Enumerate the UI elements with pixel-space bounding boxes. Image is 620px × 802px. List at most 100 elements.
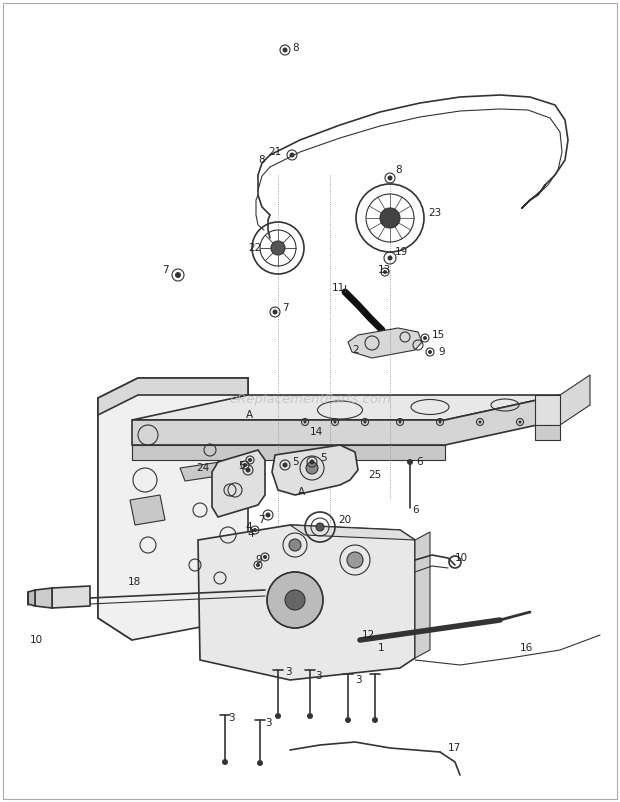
Circle shape <box>316 523 324 531</box>
Circle shape <box>334 420 337 423</box>
Text: 14: 14 <box>310 427 323 437</box>
Circle shape <box>304 420 306 423</box>
Circle shape <box>407 459 413 465</box>
Polygon shape <box>35 588 52 608</box>
Text: 2: 2 <box>352 345 358 355</box>
Polygon shape <box>535 425 560 440</box>
Circle shape <box>345 717 351 723</box>
Text: A: A <box>298 487 305 497</box>
Text: 9: 9 <box>255 555 262 565</box>
Circle shape <box>283 47 288 52</box>
Text: 22: 22 <box>248 243 261 253</box>
Circle shape <box>306 462 318 474</box>
Polygon shape <box>415 532 430 658</box>
Text: 3: 3 <box>355 675 361 685</box>
Circle shape <box>388 176 392 180</box>
Text: 20: 20 <box>338 515 351 525</box>
Text: 8: 8 <box>292 43 299 53</box>
Text: 6: 6 <box>412 505 418 515</box>
Polygon shape <box>303 600 318 606</box>
Text: 16: 16 <box>520 643 533 653</box>
Polygon shape <box>301 590 317 597</box>
Polygon shape <box>98 378 248 415</box>
Text: A: A <box>246 410 253 420</box>
Circle shape <box>479 420 482 423</box>
Polygon shape <box>28 590 35 606</box>
Polygon shape <box>290 525 415 540</box>
Polygon shape <box>280 581 290 595</box>
Circle shape <box>307 713 313 719</box>
Circle shape <box>275 713 281 719</box>
Text: 3: 3 <box>228 713 234 723</box>
Polygon shape <box>132 445 445 460</box>
Text: 5: 5 <box>292 457 299 467</box>
Polygon shape <box>282 608 293 620</box>
Polygon shape <box>52 586 90 608</box>
Polygon shape <box>132 395 560 445</box>
Text: 10: 10 <box>30 635 43 645</box>
Circle shape <box>399 420 402 423</box>
Polygon shape <box>301 605 311 618</box>
Text: 12: 12 <box>362 630 375 640</box>
Text: 21: 21 <box>268 147 281 157</box>
Text: eReplacementParts.com: eReplacementParts.com <box>229 394 391 407</box>
Text: 15: 15 <box>432 330 445 340</box>
Text: 25: 25 <box>368 470 381 480</box>
Circle shape <box>222 759 228 765</box>
Circle shape <box>267 572 323 628</box>
Polygon shape <box>132 395 560 420</box>
Polygon shape <box>130 495 165 525</box>
Text: 4: 4 <box>247 529 254 539</box>
Text: 3: 3 <box>285 667 291 677</box>
Circle shape <box>248 458 252 462</box>
Circle shape <box>246 468 250 472</box>
Circle shape <box>243 463 247 467</box>
Text: 18: 18 <box>128 577 141 587</box>
Circle shape <box>428 350 432 354</box>
Text: 9: 9 <box>438 347 445 357</box>
Polygon shape <box>294 608 298 624</box>
Circle shape <box>309 460 314 464</box>
Text: 5: 5 <box>238 461 245 471</box>
Circle shape <box>518 420 521 423</box>
Text: 19: 19 <box>395 247 408 257</box>
Text: 5: 5 <box>320 453 327 463</box>
Circle shape <box>380 208 400 228</box>
Polygon shape <box>348 328 422 358</box>
Circle shape <box>347 552 363 568</box>
Text: 4: 4 <box>245 522 252 532</box>
Text: 8: 8 <box>395 165 402 175</box>
Text: 3: 3 <box>265 718 272 728</box>
Circle shape <box>273 310 278 314</box>
Circle shape <box>256 563 260 567</box>
Circle shape <box>289 539 301 551</box>
Text: 8: 8 <box>258 155 265 165</box>
Polygon shape <box>272 593 287 600</box>
Text: 13: 13 <box>378 265 391 275</box>
Text: 3: 3 <box>315 671 322 681</box>
Text: 1: 1 <box>378 643 384 653</box>
Circle shape <box>363 420 366 423</box>
Circle shape <box>271 241 285 255</box>
Polygon shape <box>291 576 295 593</box>
Circle shape <box>265 512 270 517</box>
Text: 10: 10 <box>455 553 468 563</box>
Polygon shape <box>98 378 248 640</box>
Polygon shape <box>98 398 132 640</box>
Polygon shape <box>560 375 590 425</box>
Circle shape <box>253 528 257 532</box>
Polygon shape <box>298 580 308 593</box>
Circle shape <box>263 555 267 559</box>
Text: 7: 7 <box>282 303 289 313</box>
Circle shape <box>438 420 441 423</box>
Polygon shape <box>212 450 265 517</box>
Polygon shape <box>272 445 358 495</box>
Circle shape <box>257 760 263 766</box>
Polygon shape <box>273 603 288 610</box>
Text: 24: 24 <box>196 463 210 473</box>
Text: 6: 6 <box>416 457 423 467</box>
Circle shape <box>383 270 387 274</box>
Circle shape <box>388 256 392 261</box>
Circle shape <box>290 152 294 157</box>
Polygon shape <box>180 462 225 481</box>
